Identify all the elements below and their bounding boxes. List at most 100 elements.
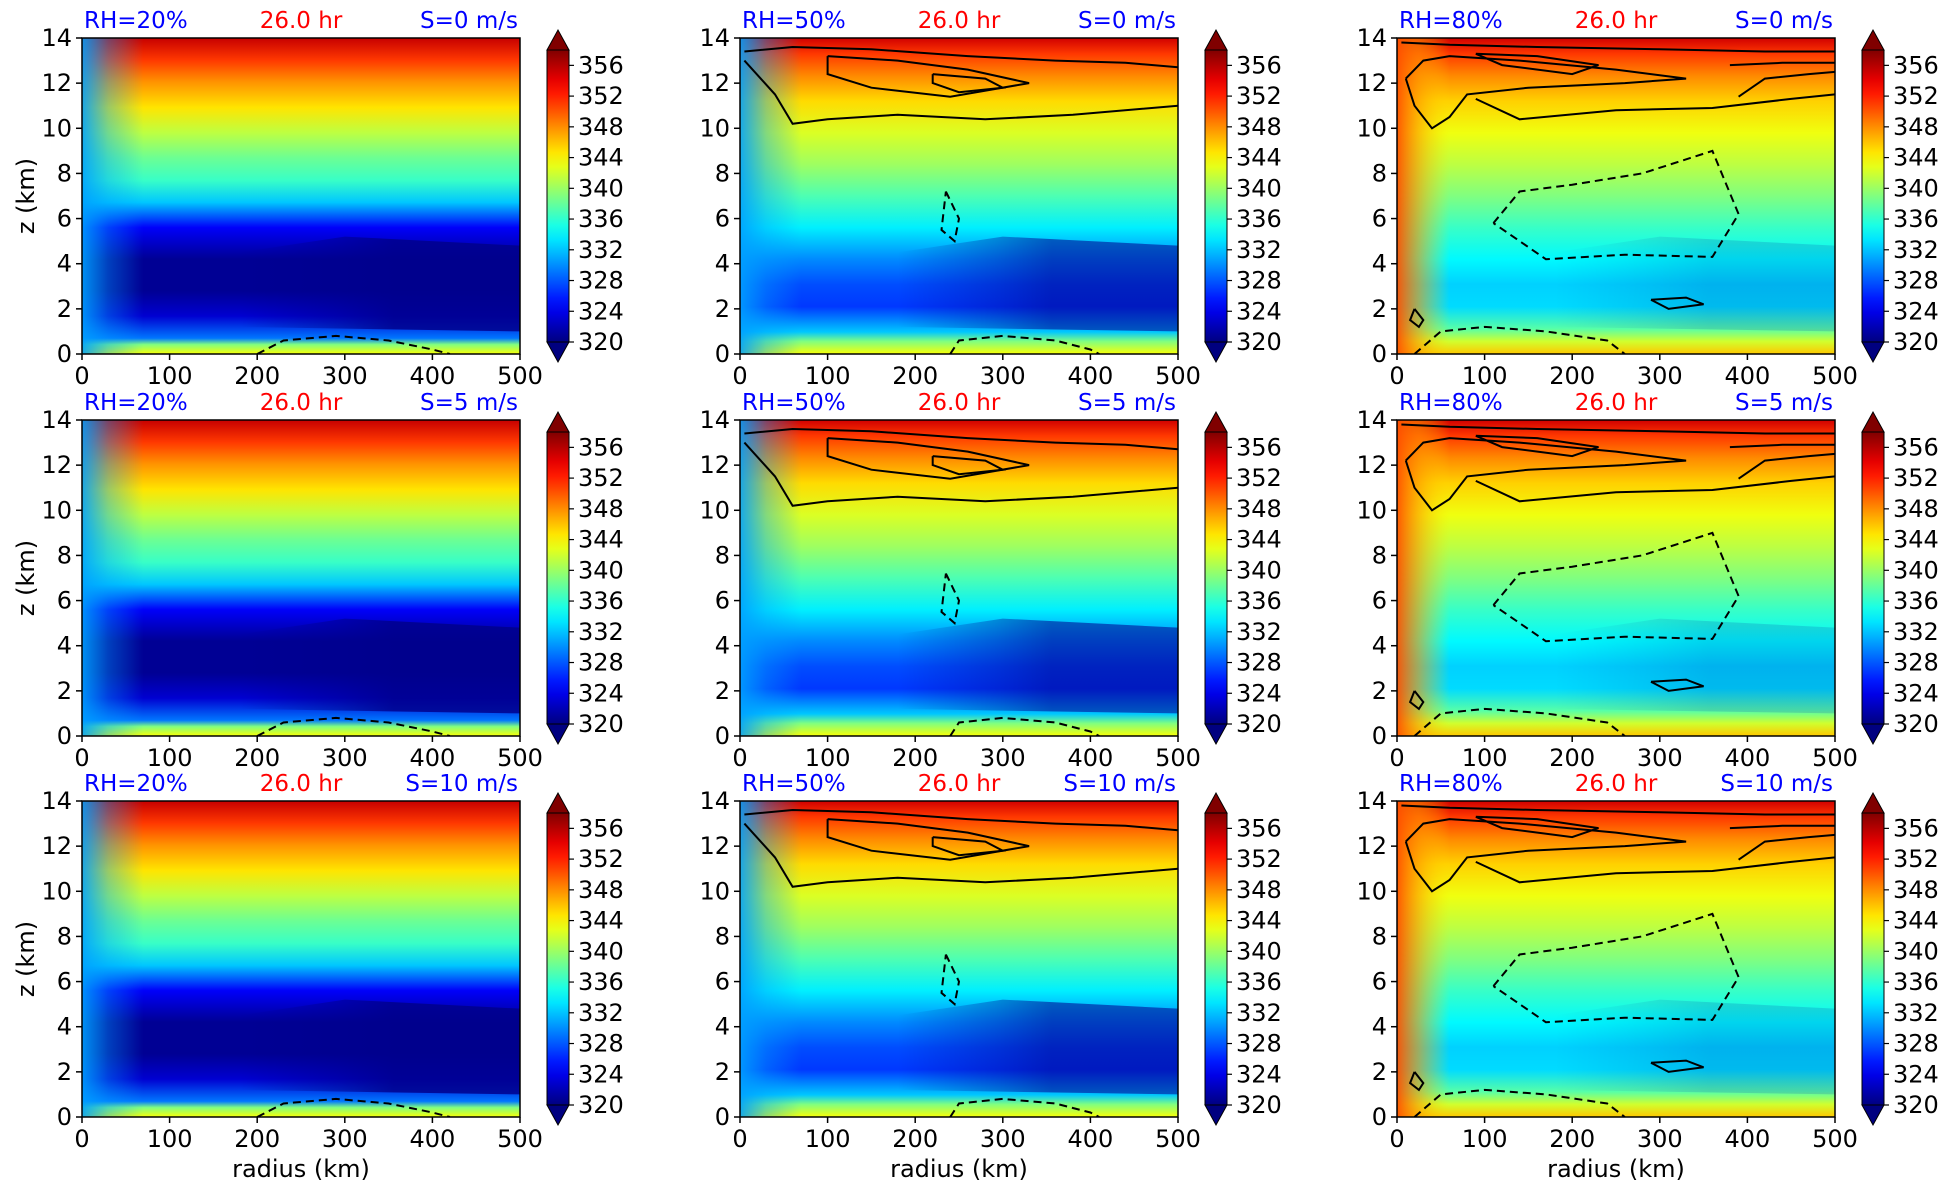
y-tick-label: 6 [57,587,72,615]
title-time: 26.0 hr [260,771,343,797]
contour-dashed [1413,707,1626,736]
x-tick-label: 400 [1724,362,1770,390]
colorbar-tick-label: 348 [578,495,624,523]
colorbar-tick-label: 332 [1236,618,1282,646]
contour-solid [1729,443,1835,449]
x-tick-label: 300 [322,1125,368,1153]
colorbar-extend-min [1861,723,1885,746]
contour-solid [1408,308,1425,329]
x-tick-label: 400 [1724,1125,1770,1153]
y-tick-label: 6 [715,968,730,996]
axes-frame [739,419,1179,737]
colorbar-fill [547,432,569,724]
title-time: 26.0 hr [1575,8,1658,34]
colorbar-tick-label: 356 [1236,51,1282,79]
x-tick-label: 200 [1549,362,1595,390]
x-tick-label: 500 [497,1125,543,1153]
x-tick-label: 0 [74,1125,89,1153]
colorbar-fill [547,813,569,1105]
colorbar-extend-max [1861,410,1885,433]
colorbar-tick-label: 320 [578,328,624,356]
colorbar-tick-label: 324 [1893,1060,1939,1088]
colorbar-tick-label: 340 [578,556,624,584]
x-tick-label: 0 [1389,744,1404,772]
colorbar-tick-label: 340 [1893,174,1939,202]
y-tick-label: 12 [1356,69,1387,97]
contour-solid [744,427,1178,451]
y-tick-label: 6 [715,205,730,233]
colorbar-tick-label: 352 [1236,82,1282,110]
axes-frame [1396,800,1836,1118]
x-tick-label: 200 [892,744,938,772]
title-shear: S=5 m/s [420,390,518,416]
colorbar-tick-label: 344 [1236,144,1282,172]
y-tick-label: 2 [57,295,72,323]
y-tick-label: 0 [715,722,730,750]
colorbar-tick-label: 324 [1893,297,1939,325]
colorbar-frame [1861,431,1885,725]
y-tick-label: 10 [41,496,72,524]
y-tick-label: 2 [715,677,730,705]
core-shade [740,420,1178,736]
contour-dashed [949,1097,1100,1117]
x-tick-label: 400 [409,744,455,772]
colorbar-extend-max [1861,28,1885,51]
contour-solid [743,59,1178,125]
theta-e-field [740,38,1178,354]
panel-rh20-s0: 0 100 200 300 400 500 0 2 4 6 8 10 12 14 z (km) RH=20% 2… [12,8,624,390]
x-tick-label: 100 [147,744,193,772]
theta-e-field [82,420,520,736]
colorbar-tick-label: 324 [578,1060,624,1088]
colorbar-tick-label: 348 [578,876,624,904]
colorbar-tick-label: 320 [1893,1091,1939,1119]
y-tick-label: 2 [57,677,72,705]
x-tick-label: 500 [1155,1125,1201,1153]
contour-solid [1475,475,1835,503]
title-time: 26.0 hr [260,390,343,416]
axes-frame [81,419,521,737]
colorbar-tick-label: 336 [1893,587,1939,615]
contour-solid [931,836,1007,857]
y-tick-label: 0 [57,1103,72,1131]
axes-frame [739,800,1179,1118]
colorbar-fill [1862,432,1884,724]
theta-e-field [1397,420,1835,736]
colorbar-tick-label: 328 [1893,649,1939,677]
x-tick-label: 0 [732,1125,747,1153]
contour-solid [1408,690,1425,711]
y-tick-label: 6 [57,968,72,996]
title-shear: S=0 m/s [420,8,518,34]
x-tick-label: 300 [1637,362,1683,390]
colorbar-tick-label: 324 [1236,679,1282,707]
colorbar-tick-label: 332 [1236,236,1282,264]
colorbar-extend-min [1861,1104,1885,1127]
colorbar-tick-label: 324 [578,297,624,325]
x-axis-label: radius (km) [890,1155,1028,1183]
colorbar-extend-min [546,341,570,364]
colorbar-tick-label: 340 [1236,174,1282,202]
x-tick-label: 100 [805,1125,851,1153]
x-tick-label: 0 [1389,1125,1404,1153]
colorbar-tick-label: 328 [1893,1030,1939,1058]
x-tick-label: 400 [409,362,455,390]
contour-dashed [949,716,1100,736]
contour-solid [1650,1059,1704,1073]
contour-solid [1738,833,1835,861]
core-shade [82,38,520,354]
colorbar-tick-label: 344 [1236,526,1282,554]
x-tick-label: 400 [409,1125,455,1153]
contour-solid [1738,70,1835,98]
colorbar-frame [1204,49,1228,343]
title-rh: RH=50% [742,8,846,34]
colorbar-tick-label: 340 [1893,937,1939,965]
colorbar-tick-label: 352 [578,845,624,873]
x-tick-label: 200 [892,362,938,390]
x-tick-label: 400 [1067,362,1113,390]
